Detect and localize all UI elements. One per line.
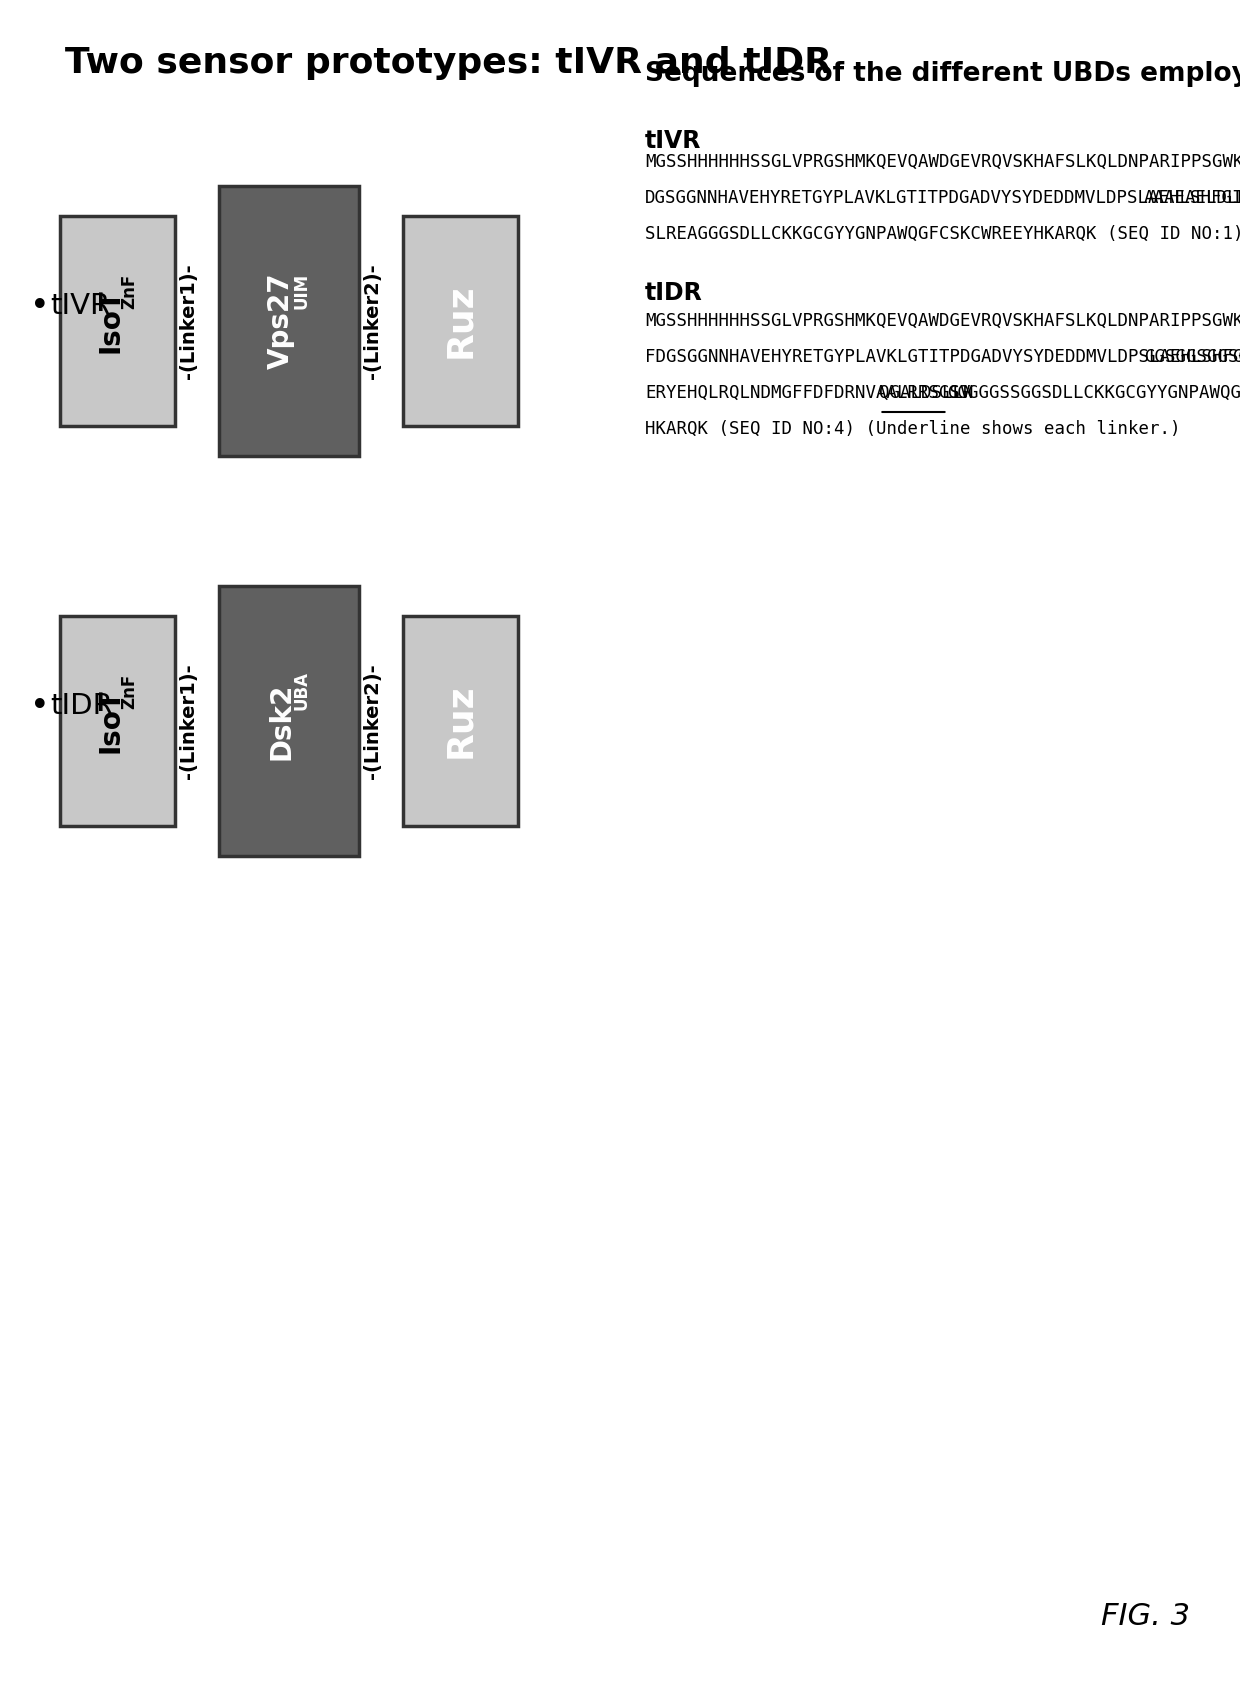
Text: tIVR: tIVR [50, 293, 110, 320]
Text: ERYEHQLRQLNDMGFFDFDRNVAALRRSGSV: ERYEHQLRQLNDMGFFDFDRNVAALRRSGSV [645, 384, 971, 401]
FancyBboxPatch shape [403, 216, 518, 425]
Text: GGGGGSSGGSDLLCKKGCGYYGNPAWQGFCSKCWREEY: GGGGGSSGGSDLLCKKGCGYYGNPAWQGFCSKCWREEY [947, 384, 1240, 401]
Text: -(Linker1)-: -(Linker1)- [180, 663, 198, 779]
Text: GGSGGSGGSGGSGPPE: GGSGGSGGSGGSGPPE [1145, 349, 1240, 366]
Text: Sequences of the different UBDs employed in the above constructs:: Sequences of the different UBDs employed… [645, 61, 1240, 87]
Text: tIDR: tIDR [645, 281, 703, 304]
Text: tIVR: tIVR [645, 129, 702, 153]
Text: SLREAGGGSDLLCKKGCGYYGNPAWQGFCSKCWREEYHKARQK (SEQ ID NO:1) (Underline shows each : SLREAGGGSDLLCKKGCGYYGNPAWQGFCSKCWREEYHKA… [645, 225, 1240, 243]
FancyBboxPatch shape [60, 216, 175, 425]
Text: HKARQK (SEQ ID NO:4) (Underline shows each linker.): HKARQK (SEQ ID NO:4) (Underline shows ea… [645, 420, 1180, 437]
Text: Vps27: Vps27 [267, 272, 295, 369]
FancyBboxPatch shape [219, 587, 360, 856]
Text: IsoT: IsoT [97, 689, 124, 754]
Text: Dsk2: Dsk2 [267, 682, 295, 760]
Text: Two sensor prototypes: tIVR and tIDR: Two sensor prototypes: tIVR and tIDR [64, 46, 832, 80]
Text: FIG. 3: FIG. 3 [1101, 1602, 1190, 1631]
FancyBboxPatch shape [60, 616, 175, 827]
Text: ZnF: ZnF [120, 274, 139, 308]
Text: •: • [30, 289, 50, 323]
Text: ZnF: ZnF [120, 674, 139, 709]
Text: •: • [30, 689, 50, 723]
Text: AAAEAELDLKAAI: AAAEAELDLKAAI [1145, 189, 1240, 208]
Text: UIM: UIM [293, 272, 311, 310]
Text: MGSSHHHHHHSSGLVPRGSHMKQEVQAWDGEVRQVSKHAFSLKQLDNPARIPPSGWKCSKCDMRENLWLNLTDGSILCGR: MGSSHHHHHHSSGLVPRGSHMKQEVQAWDGEVRQVSKHAF… [645, 153, 1240, 172]
FancyBboxPatch shape [403, 616, 518, 827]
Text: -(Linker1)-: -(Linker1)- [180, 264, 198, 379]
Text: UBA: UBA [293, 672, 311, 711]
Text: Ruz: Ruz [444, 684, 477, 759]
Text: FDGSGGNNHAVEHYRETGYPLAVKLGTITPDGADVYSYDEDDMVLDPSLAEHLSHFGIDMLKMQKT: FDGSGGNNHAVEHYRETGYPLAVKLGTITPDGADVYSYDE… [645, 349, 1240, 366]
Text: MGSSHHHHHHSSGLVPRGSHMKQEVQAWDGEVRQVSKHAFSLKQLDNPARIPPSGWKCSKCDMRENLWLNLTDGSILCGR: MGSSHHHHHHSSGLVPRGSHMKQEVQAWDGEVRQVSKHAF… [645, 311, 1240, 330]
FancyBboxPatch shape [219, 185, 360, 456]
Text: -(Linker2)-: -(Linker2)- [363, 264, 382, 379]
Text: DGSGGNNHAVEHYRETGYPLAVKLGTITPDGADVYSYDEDDMVLDPSLAEHLSHFGIDMLKMQKGS: DGSGGNNHAVEHYRETGYPLAVKLGTITPDGADVYSYDED… [645, 189, 1240, 208]
Text: QGALDSLLN: QGALDSLLN [879, 384, 973, 401]
Text: Ruz: Ruz [444, 284, 477, 359]
Text: -(Linker2)-: -(Linker2)- [363, 663, 382, 779]
Text: tIDR: tIDR [50, 692, 113, 720]
Text: IsoT: IsoT [97, 289, 124, 354]
